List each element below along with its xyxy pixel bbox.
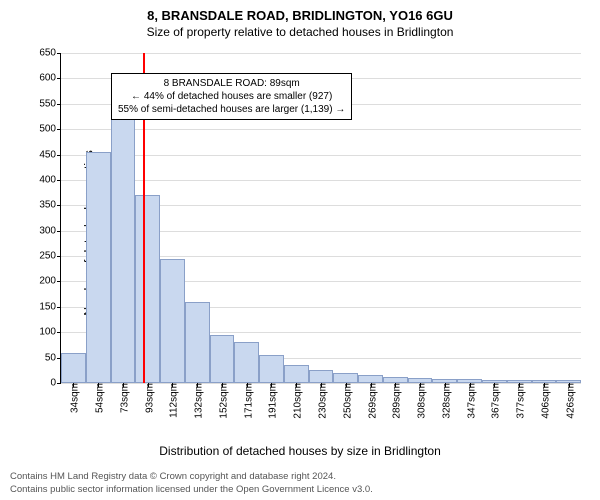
- annotation-line1: 8 BRANSDALE ROAD: 89sqm: [118, 77, 345, 90]
- y-tick-label: 450: [39, 149, 61, 160]
- histogram-bar: [160, 259, 185, 383]
- y-tick-label: 650: [39, 48, 61, 59]
- footer-line2: Contains public sector information licen…: [10, 484, 590, 496]
- footer-line1: Contains HM Land Registry data © Crown c…: [10, 471, 590, 483]
- x-tick-label: 73sqm: [115, 383, 130, 413]
- histogram-bar: [284, 365, 309, 383]
- x-tick-label: 406sqm: [536, 383, 551, 419]
- y-tick-label: 50: [45, 352, 61, 363]
- annotation-line3: 55% of semi-detached houses are larger (…: [118, 103, 345, 116]
- annotation-box: 8 BRANSDALE ROAD: 89sqm ← 44% of detache…: [111, 73, 352, 120]
- x-tick-label: 308sqm: [413, 383, 428, 419]
- histogram-bar: [457, 379, 482, 383]
- footer: Contains HM Land Registry data © Crown c…: [10, 471, 590, 496]
- x-tick-label: 230sqm: [314, 383, 329, 419]
- y-tick-label: 500: [39, 124, 61, 135]
- y-tick-label: 100: [39, 327, 61, 338]
- title-main: 8, BRANSDALE ROAD, BRIDLINGTON, YO16 6GU: [0, 0, 600, 23]
- histogram-bar: [507, 380, 532, 383]
- histogram-bar: [532, 380, 557, 383]
- x-tick-label: 34sqm: [66, 383, 81, 413]
- histogram-bar: [135, 195, 160, 383]
- y-tick-label: 250: [39, 251, 61, 262]
- x-tick-label: 132sqm: [190, 383, 205, 419]
- plot-area: 8 BRANSDALE ROAD: 89sqm ← 44% of detache…: [60, 53, 581, 384]
- x-tick-label: 54sqm: [91, 383, 106, 413]
- x-tick-label: 328sqm: [437, 383, 452, 419]
- x-tick-label: 426sqm: [561, 383, 576, 419]
- x-tick-label: 367sqm: [487, 383, 502, 419]
- x-tick-label: 152sqm: [214, 383, 229, 419]
- x-tick-label: 289sqm: [388, 383, 403, 419]
- histogram-bar: [259, 355, 284, 383]
- x-tick-label: 377sqm: [512, 383, 527, 419]
- histogram-bar: [61, 353, 86, 383]
- x-tick-label: 112sqm: [165, 383, 180, 418]
- y-tick-label: 200: [39, 276, 61, 287]
- histogram-bar: [333, 373, 358, 383]
- histogram-bar: [383, 377, 408, 383]
- histogram-bar: [358, 375, 383, 383]
- histogram-bar: [210, 335, 235, 383]
- chart-area: Number of detached properties 8 BRANSDAL…: [0, 43, 600, 423]
- title-sub: Size of property relative to detached ho…: [0, 23, 600, 43]
- y-tick-label: 600: [39, 73, 61, 84]
- histogram-bar: [111, 119, 136, 383]
- x-tick-label: 210sqm: [289, 383, 304, 419]
- y-tick-label: 0: [50, 378, 61, 389]
- annotation-line2: ← 44% of detached houses are smaller (92…: [118, 90, 345, 103]
- x-tick-label: 171sqm: [239, 383, 254, 419]
- y-tick-label: 150: [39, 301, 61, 312]
- y-tick-label: 550: [39, 98, 61, 109]
- y-tick-label: 300: [39, 225, 61, 236]
- x-tick-label: 347sqm: [462, 383, 477, 419]
- histogram-bar: [234, 342, 259, 383]
- histogram-bar: [86, 152, 111, 383]
- histogram-bar: [408, 378, 433, 383]
- x-tick-label: 191sqm: [264, 383, 279, 419]
- x-tick-label: 250sqm: [338, 383, 353, 419]
- x-axis-label: Distribution of detached houses by size …: [0, 444, 600, 458]
- histogram-bar: [432, 379, 457, 383]
- x-tick-label: 269sqm: [363, 383, 378, 419]
- chart-container: 8, BRANSDALE ROAD, BRIDLINGTON, YO16 6GU…: [0, 0, 600, 500]
- histogram-bar: [482, 380, 507, 383]
- histogram-bar: [185, 302, 210, 383]
- histogram-bar: [556, 380, 581, 383]
- histogram-bar: [309, 370, 334, 383]
- y-tick-label: 350: [39, 200, 61, 211]
- y-tick-label: 400: [39, 174, 61, 185]
- x-tick-label: 93sqm: [140, 383, 155, 413]
